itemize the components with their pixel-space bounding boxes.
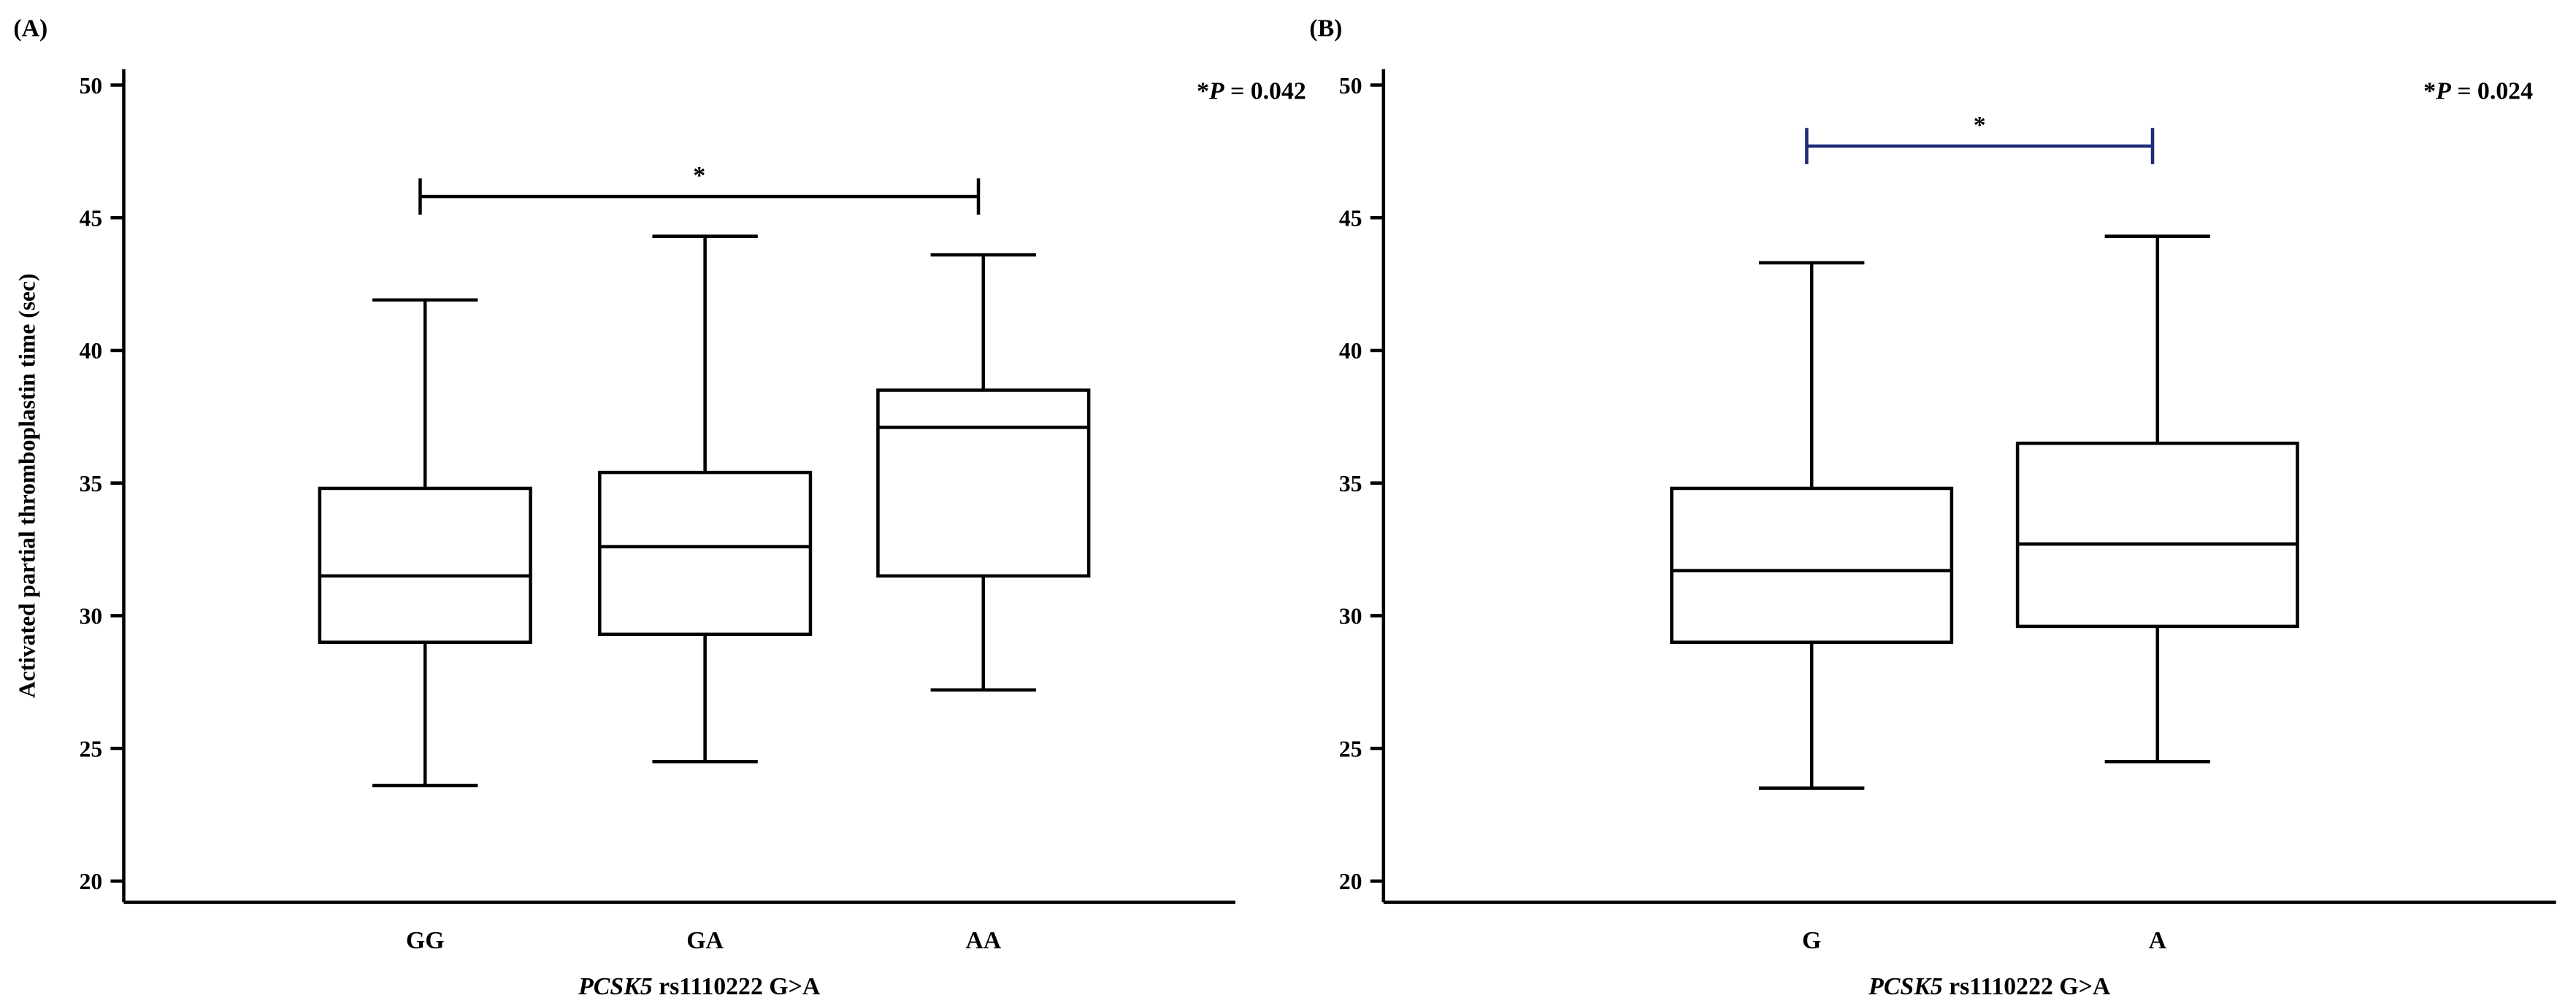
y-tick-label: 40	[1339, 338, 1362, 364]
y-tick-label: 50	[80, 73, 103, 99]
p-value-part: = 0.024	[2451, 77, 2533, 104]
x-axis-label: PCSK5 rs1110222 G>A	[1868, 973, 2111, 1000]
significance-label: *	[1974, 112, 1986, 139]
p-value: *P = 0.024	[2423, 77, 2533, 104]
y-tick-label: 40	[80, 338, 103, 364]
panel-label: (A)	[13, 15, 47, 42]
x-tick-label: GG	[406, 927, 445, 954]
y-tick-label: 30	[80, 604, 103, 629]
y-tick-label: 20	[1339, 869, 1362, 894]
x-axis-label: PCSK5 rs1110222 G>A	[578, 973, 821, 1000]
box	[318, 486, 532, 645]
box	[876, 388, 1091, 578]
x-axis-label-part: PCSK5	[578, 973, 653, 1000]
p-value: *P = 0.042	[1197, 77, 1306, 104]
y-tick-label: 45	[80, 206, 103, 231]
x-axis-label-part: PCSK5	[1868, 973, 1943, 1000]
x-tick-label: G	[1802, 927, 1821, 954]
y-tick-label: 30	[1339, 604, 1362, 629]
y-axis-label: Activated partial thromboplastin time (s…	[15, 274, 40, 699]
box	[2015, 441, 2299, 629]
y-tick-label: 50	[1339, 73, 1362, 99]
y-tick-label: 45	[1339, 206, 1362, 231]
y-tick-label: 25	[80, 736, 103, 761]
box	[598, 470, 813, 637]
x-tick-label: A	[2149, 927, 2167, 954]
p-value-part: = 0.042	[1224, 77, 1306, 104]
x-tick-label: AA	[965, 927, 1001, 954]
p-value-part: P	[2435, 77, 2451, 104]
y-tick-label: 20	[80, 869, 103, 894]
panel-label: (B)	[1309, 15, 1342, 42]
p-value-part: P	[1208, 77, 1224, 104]
box	[1670, 486, 1954, 645]
significance-label: *	[693, 162, 705, 189]
p-value-part: *	[2423, 77, 2436, 104]
y-tick-label: 25	[1339, 736, 1362, 761]
y-tick-label: 35	[80, 471, 103, 496]
y-tick-label: 35	[1339, 471, 1362, 496]
p-value-part: *	[1197, 77, 1209, 104]
x-tick-label: GA	[686, 927, 724, 954]
x-axis-label-part: rs1110222 G>A	[1943, 973, 2111, 1000]
x-axis-label-part: rs1110222 G>A	[653, 973, 821, 1000]
